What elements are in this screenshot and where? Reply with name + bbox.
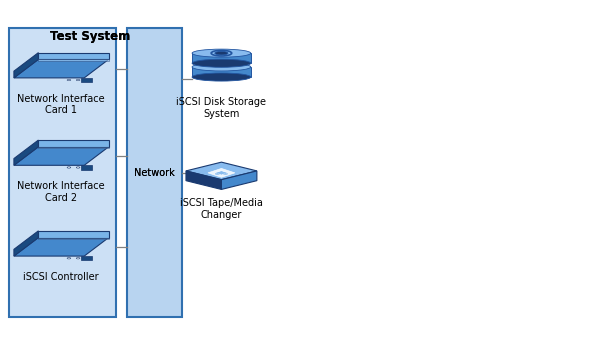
Ellipse shape [192, 49, 251, 57]
Bar [126, 28, 182, 317]
Polygon shape [14, 231, 38, 256]
Ellipse shape [67, 258, 71, 259]
Polygon shape [81, 165, 92, 170]
Polygon shape [38, 238, 109, 239]
Polygon shape [38, 140, 109, 147]
Ellipse shape [76, 258, 80, 259]
Polygon shape [14, 147, 109, 165]
Ellipse shape [223, 173, 228, 175]
Text: Network: Network [134, 168, 174, 178]
Polygon shape [14, 140, 38, 165]
Polygon shape [192, 53, 251, 63]
Polygon shape [215, 171, 228, 175]
Ellipse shape [192, 73, 251, 81]
Ellipse shape [76, 79, 80, 81]
Ellipse shape [216, 173, 219, 175]
Text: Network Interface
Card 2: Network Interface Card 2 [17, 181, 105, 203]
Polygon shape [38, 59, 109, 61]
Polygon shape [38, 147, 109, 148]
Polygon shape [222, 171, 257, 190]
Polygon shape [81, 78, 92, 82]
Polygon shape [192, 67, 251, 77]
Ellipse shape [67, 79, 71, 81]
Text: iSCSI Disk Storage
System: iSCSI Disk Storage System [176, 97, 266, 119]
Text: Test System: Test System [50, 30, 131, 43]
Ellipse shape [192, 63, 251, 71]
Ellipse shape [215, 52, 228, 55]
Text: iSCSI Controller: iSCSI Controller [23, 272, 99, 282]
Ellipse shape [192, 59, 251, 67]
Polygon shape [14, 238, 109, 256]
Polygon shape [38, 53, 109, 59]
Text: Network Interface
Card 1: Network Interface Card 1 [17, 94, 105, 116]
Polygon shape [14, 53, 38, 78]
Polygon shape [208, 168, 235, 177]
Polygon shape [14, 59, 109, 78]
Polygon shape [81, 256, 92, 260]
Text: Network: Network [134, 168, 174, 178]
Text: Test System: Test System [50, 30, 131, 43]
Text: iSCSI Tape/Media
Changer: iSCSI Tape/Media Changer [180, 198, 263, 220]
Ellipse shape [67, 167, 71, 168]
Ellipse shape [76, 167, 80, 168]
Polygon shape [38, 231, 109, 238]
Polygon shape [186, 171, 222, 190]
Bar [9, 28, 116, 317]
Polygon shape [186, 162, 257, 180]
